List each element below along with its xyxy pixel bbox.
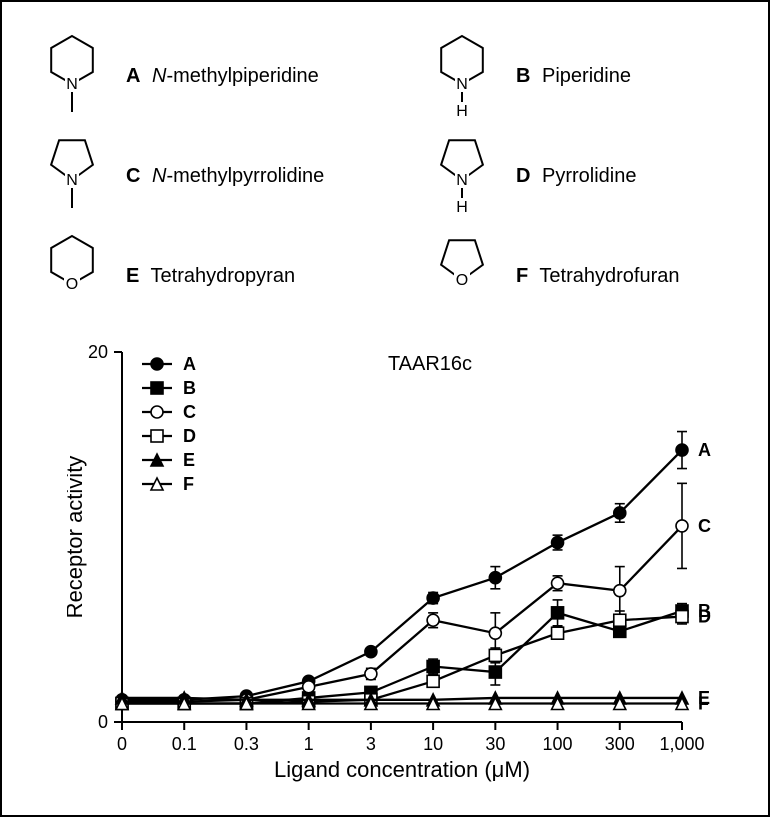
- molecule-label: C N-methylpyrrolidine: [126, 165, 324, 188]
- molecule-structure-icon: O: [422, 226, 502, 326]
- svg-text:H: H: [456, 199, 468, 216]
- chart-container: 02000.10.31310301003001,000Receptor acti…: [67, 342, 727, 742]
- molecule-legend-block: NA N-methylpiperidineNHB PiperidineNC N-…: [32, 26, 738, 326]
- svg-text:3: 3: [366, 734, 376, 754]
- molecule-label: D Pyrrolidine: [516, 165, 637, 188]
- svg-text:D: D: [698, 607, 711, 627]
- svg-text:C: C: [698, 516, 711, 536]
- svg-text:N: N: [456, 172, 468, 189]
- svg-text:N: N: [456, 76, 468, 93]
- svg-text:O: O: [66, 276, 78, 293]
- molecule-structure-icon: N: [32, 26, 112, 126]
- molecule-E: O E Tetrahydropyran: [32, 226, 422, 326]
- svg-text:1: 1: [304, 734, 314, 754]
- molecule-structure-icon: N: [32, 126, 112, 226]
- svg-text:O: O: [456, 272, 468, 289]
- svg-text:0.1: 0.1: [172, 734, 197, 754]
- svg-text:100: 100: [543, 734, 573, 754]
- chart-legend: ABCDEF: [142, 354, 196, 494]
- svg-text:Receptor activity: Receptor activity: [67, 456, 87, 619]
- molecule-structure-icon: NH: [422, 126, 502, 226]
- molecule-label: B Piperidine: [516, 65, 631, 88]
- molecule-C: N C N-methylpyrrolidine: [32, 126, 422, 226]
- svg-text:0: 0: [98, 712, 108, 732]
- svg-text:H: H: [456, 103, 468, 120]
- svg-text:E: E: [183, 450, 195, 470]
- molecule-structure-icon: NH: [422, 26, 502, 126]
- svg-text:300: 300: [605, 734, 635, 754]
- molecule-label: F Tetrahydrofuran: [516, 265, 680, 288]
- series-B: [116, 600, 688, 710]
- svg-text:C: C: [183, 402, 196, 422]
- svg-text:B: B: [183, 378, 196, 398]
- molecule-label: E Tetrahydropyran: [126, 265, 295, 288]
- svg-text:0.3: 0.3: [234, 734, 259, 754]
- svg-text:30: 30: [485, 734, 505, 754]
- svg-text:A: A: [183, 354, 196, 374]
- svg-text:1,000: 1,000: [659, 734, 704, 754]
- figure-frame: NA N-methylpiperidineNHB PiperidineNC N-…: [0, 0, 770, 817]
- molecule-B: NH B Piperidine: [422, 26, 631, 126]
- svg-text:F: F: [698, 694, 709, 714]
- svg-text:D: D: [183, 426, 196, 446]
- svg-text:TAAR16c: TAAR16c: [388, 353, 472, 375]
- molecule-F: O F Tetrahydrofuran: [422, 226, 680, 326]
- svg-text:20: 20: [88, 342, 108, 362]
- molecule-structure-icon: O: [32, 226, 112, 326]
- molecule-A: N A N-methylpiperidine: [32, 26, 422, 126]
- svg-text:A: A: [698, 440, 711, 460]
- molecule-D: NH D Pyrrolidine: [422, 126, 637, 226]
- svg-text:N: N: [66, 76, 78, 93]
- svg-text:N: N: [66, 172, 78, 189]
- molecule-label: A N-methylpiperidine: [126, 65, 319, 88]
- svg-text:0: 0: [117, 734, 127, 754]
- svg-text:10: 10: [423, 734, 443, 754]
- series-C: [116, 483, 688, 707]
- svg-text:F: F: [183, 474, 194, 494]
- svg-text:Ligand concentration (μM): Ligand concentration (μM): [274, 757, 530, 782]
- chart-svg: 0 20 0 0.1 0.3 1 3 10 30 100 300 1,000 Receptor acti…: [67, 342, 767, 802]
- series-A: [116, 432, 688, 706]
